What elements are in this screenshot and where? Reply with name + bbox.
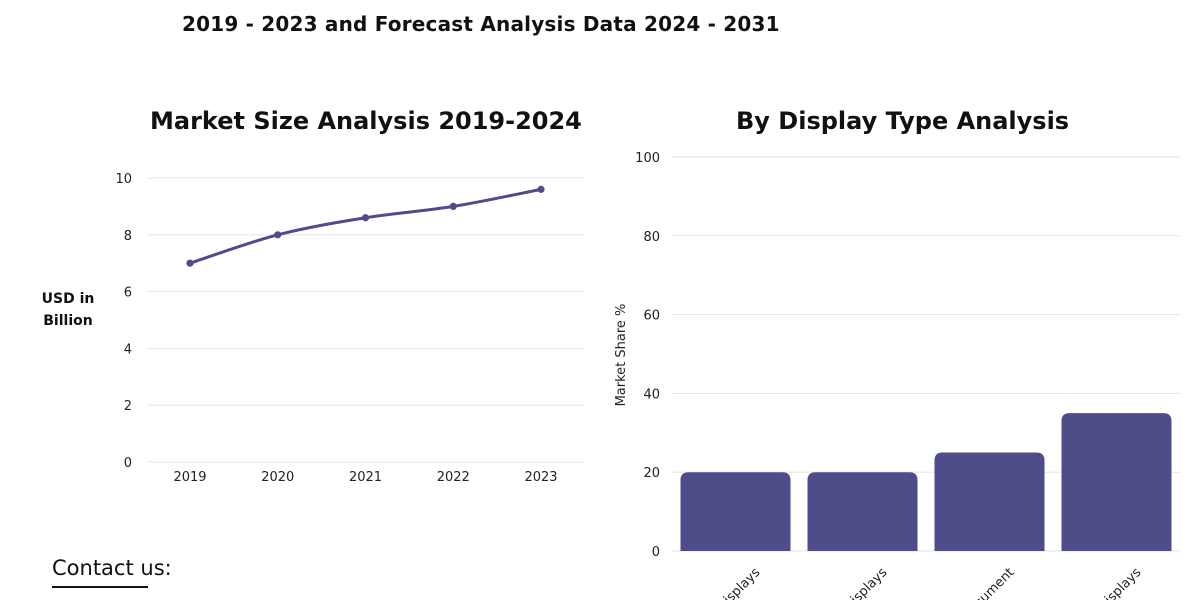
page-title: 2019 - 2023 and Forecast Analysis Data 2…: [182, 12, 780, 36]
line-chart-y-tick-label: 8: [124, 229, 132, 244]
contact-us-link[interactable]: Contact us:: [52, 556, 172, 580]
bar-chart-x-tick-label: Displays: [841, 565, 890, 600]
bar-chart-bar: [934, 452, 1045, 551]
bar-chart-title: By Display Type Analysis: [736, 107, 1070, 135]
line-chart-x-tick-label: 2023: [524, 470, 557, 485]
bar-chart-x-tick-label: Displays: [1095, 565, 1144, 600]
line-chart-y-tick-label: 0: [124, 456, 132, 471]
line-chart-y-axis-label: USD in Billion: [41, 291, 95, 329]
line-chart-data-point: [186, 259, 194, 267]
bar-chart-y-tick-label: 60: [643, 309, 660, 324]
line-chart-x-tick-label: 2020: [261, 470, 294, 485]
line-chart-data-point: [361, 214, 370, 222]
bar-chart-bar: [680, 472, 791, 551]
bar-chart-y-tick-label: 20: [643, 466, 660, 481]
line-chart-title: Market Size Analysis 2019-2024: [150, 107, 582, 135]
contact-us-underline: [52, 586, 148, 588]
bar-chart-bar: [1061, 413, 1172, 551]
line-chart-data-point: [537, 185, 545, 193]
line-chart-y-tick-label: 10: [115, 172, 132, 187]
bar-chart-y-tick-label: 80: [643, 230, 660, 245]
bar-chart-bar: [807, 472, 918, 551]
line-chart-data-point: [449, 202, 457, 210]
bar-chart-y-tick-label: 40: [643, 387, 660, 402]
bar-chart-y-tick-label: 0: [652, 545, 660, 560]
bar-chart-y-tick-label: 100: [635, 151, 660, 166]
line-chart-series-line: [188, 187, 543, 265]
line-chart-x-tick-label: 2022: [437, 470, 470, 485]
bar-chart-x-tick-label: Displays: [714, 565, 763, 600]
line-chart-y-tick-label: 2: [124, 399, 132, 414]
line-chart-y-tick-label: 4: [124, 342, 132, 357]
bar-chart-y-axis-label: Market Share %: [614, 304, 629, 407]
bar-chart-x-tick-label: ocument: [966, 565, 1017, 600]
line-chart-x-tick-label: 2021: [349, 470, 382, 485]
line-chart-data-point: [274, 231, 282, 239]
line-chart-y-tick-label: 6: [124, 286, 132, 301]
line-chart-x-tick-label: 2019: [173, 470, 206, 485]
